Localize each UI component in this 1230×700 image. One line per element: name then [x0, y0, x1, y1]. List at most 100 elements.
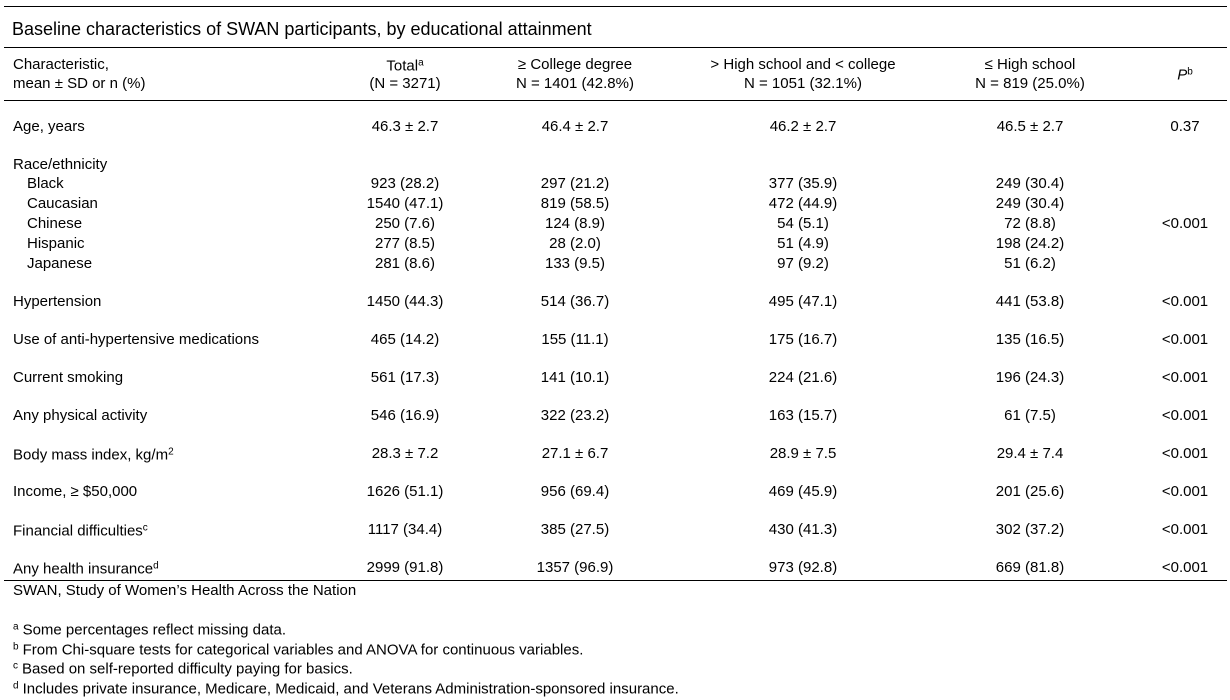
row-label: Japanese: [27, 255, 93, 272]
column-header: ≤ High school: [984, 56, 1076, 73]
cell: 224 (21.6): [769, 369, 837, 387]
cell-value: 669 (81.8): [995, 559, 1065, 576]
cell-value: 322 (23.2): [540, 407, 610, 424]
cell: 198 (24.2): [996, 235, 1064, 253]
cell-value: 28.9 ± 7.5: [769, 445, 837, 462]
p-value: <0.001: [1161, 407, 1209, 424]
footnote: c Based on self-reported difficulty payin…: [13, 658, 353, 679]
cell-value: 377 (35.9): [768, 175, 838, 192]
cell: 956 (69.4): [541, 483, 609, 501]
cell: 302 (37.2): [996, 521, 1064, 539]
row-label: Income, ≥ $50,000: [13, 483, 138, 500]
cell: <0.001: [1162, 369, 1208, 387]
cell-value: 28 (2.0): [549, 235, 601, 252]
cell: 1540 (47.1): [367, 195, 444, 213]
cell-value: 472 (44.9): [768, 195, 838, 212]
cell: 2999 (91.8): [367, 559, 444, 577]
cell: 133 (9.5): [545, 255, 605, 273]
cell: 385 (27.5): [541, 521, 609, 539]
rule: [4, 6, 1227, 7]
row-header: Financial difficultiesc: [13, 520, 148, 541]
column-header: ≥ College degree: [517, 56, 633, 73]
row-label: Use of anti-hypertensive medications: [13, 331, 259, 348]
cell-value: 175 (16.7): [768, 331, 838, 348]
cell-value: 465 (14.2): [370, 331, 440, 348]
row-label: Hispanic: [27, 235, 85, 252]
p-value: <0.001: [1161, 369, 1209, 386]
cell-value: 1626 (51.1): [366, 483, 444, 500]
cell: 377 (35.9): [769, 175, 837, 193]
rule: [4, 100, 1227, 101]
cell: <0.001: [1162, 445, 1208, 463]
cell: 322 (23.2): [541, 407, 609, 425]
cell: 469 (45.9): [769, 483, 837, 501]
cell: 1117 (34.4): [368, 521, 443, 539]
cell-value: 29.4 ± 7.4: [996, 445, 1064, 462]
cell: 72 (8.8): [1004, 215, 1056, 233]
cell-value: 546 (16.9): [370, 407, 440, 424]
title-cell: Baseline characteristics of SWAN partici…: [12, 20, 592, 38]
cell: 97 (9.2): [777, 255, 829, 273]
footnote: SWAN, Study of Women’s Health Across the…: [13, 582, 356, 600]
cell: 163 (15.7): [769, 407, 837, 425]
cell-value: 155 (11.1): [541, 331, 609, 348]
cell-value: 133 (9.5): [544, 255, 606, 272]
cell: 28.3 ± 7.2: [372, 445, 439, 463]
cell-value: 1117 (34.4): [367, 521, 443, 538]
cell: 46.4 ± 2.7: [542, 118, 609, 136]
row-label: Age, years: [13, 118, 85, 135]
row-header: Any physical activity: [13, 407, 147, 425]
row-label: Hypertension: [13, 293, 102, 310]
cell-value: 281 (8.6): [374, 255, 436, 272]
cell-value: 1357 (96.9): [536, 559, 614, 576]
cell: 1450 (44.3): [367, 293, 444, 311]
cell: 669 (81.8): [996, 559, 1064, 577]
cell: 61 (7.5): [1004, 407, 1056, 425]
footnote: d Includes private insurance, Medicare, M…: [13, 678, 679, 699]
row-label: Financial difficulties: [13, 522, 143, 540]
cell: 51 (4.9): [777, 235, 829, 253]
cell: 546 (16.9): [371, 407, 439, 425]
cell-value: 135 (16.5): [995, 331, 1065, 348]
footnote: a Some percentages reflect missing data.: [13, 619, 286, 640]
cell-value: 1450 (44.3): [366, 293, 444, 310]
cell: 175 (16.7): [769, 331, 837, 349]
cell: <0.001: [1162, 559, 1208, 577]
cell-value: 61 (7.5): [1004, 407, 1056, 424]
row-header: Income, ≥ $50,000: [13, 483, 137, 501]
footnote-mark: b: [13, 641, 19, 653]
row-label: Body mass index, kg/m: [13, 446, 169, 464]
cell-value: 141 (10.1): [540, 369, 610, 386]
cell: <0.001: [1162, 407, 1208, 425]
cell: 249 (30.4): [996, 195, 1064, 213]
cell: 27.1 ± 6.7: [542, 445, 609, 463]
p-value: <0.001: [1161, 331, 1209, 348]
cell: 973 (92.8): [769, 559, 837, 577]
cell: 54 (5.1): [777, 215, 829, 233]
cell: 1357 (96.9): [537, 559, 614, 577]
cell: 561 (17.3): [371, 369, 439, 387]
header-cell: N = 819 (25.0%): [975, 75, 1085, 93]
cell-value: 277 (8.5): [374, 235, 436, 252]
cell: 29.4 ± 7.4: [997, 445, 1064, 463]
cell-value: 124 (8.9): [544, 215, 606, 232]
cell: 46.2 ± 2.7: [770, 118, 837, 136]
column-header: mean ± SD or n (%): [13, 75, 146, 92]
header-cell: Pb: [1177, 64, 1193, 85]
cell-value: 72 (8.8): [1004, 215, 1056, 232]
row-header: Hispanic: [27, 235, 85, 253]
cell: 135 (16.5): [996, 331, 1064, 349]
cell: 277 (8.5): [375, 235, 435, 253]
header-cell: ≥ College degree: [518, 56, 632, 74]
cell: 441 (53.8): [996, 293, 1064, 311]
cell: 514 (36.7): [541, 293, 609, 311]
cell-value: 973 (92.8): [768, 559, 838, 576]
p-value: <0.001: [1161, 445, 1209, 462]
rule: [4, 47, 1227, 48]
cell-value: 385 (27.5): [540, 521, 610, 538]
cell-value: 27.1 ± 6.7: [541, 445, 609, 462]
row-label: Any physical activity: [13, 407, 148, 424]
row-header: Body mass index, kg/m2: [13, 444, 174, 465]
column-n: N = 819 (25.0%): [975, 75, 1085, 92]
cell-value: 28.3 ± 7.2: [371, 445, 439, 462]
